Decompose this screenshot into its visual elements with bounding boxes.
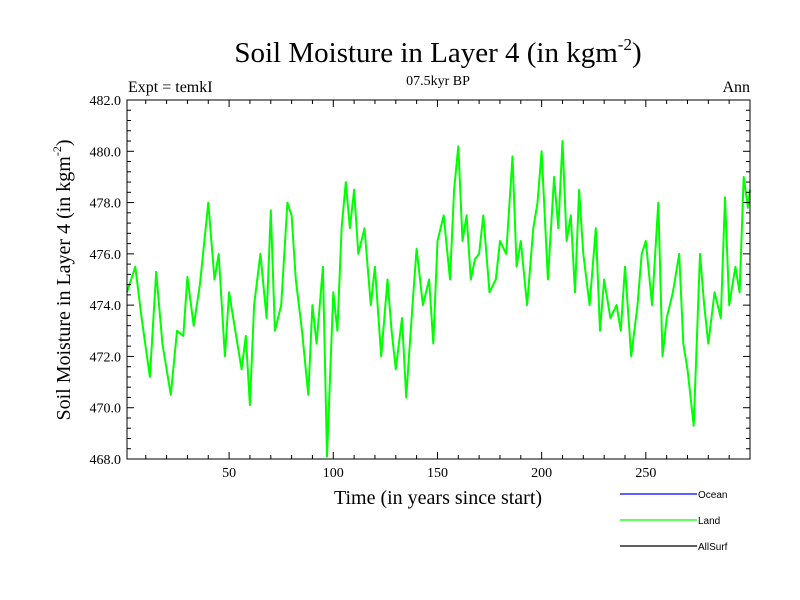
y-tick-label: 474.0 — [90, 299, 122, 314]
legend: Ocean Land AllSurf — [620, 490, 728, 553]
x-tick-label: 200 — [531, 466, 552, 481]
plot-area — [126, 99, 751, 460]
y-tick-label: 482.0 — [90, 94, 122, 109]
x-axis-label: Time (in years since start) — [334, 487, 542, 509]
y-tick-label: 478.0 — [90, 197, 122, 212]
legend-label-ocean: Ocean — [698, 490, 727, 501]
x-tick-label: 50 — [222, 466, 236, 481]
legend-label-land: Land — [698, 516, 720, 527]
x-tick-label: 100 — [323, 466, 344, 481]
legend-label-allsurf: AllSurf — [698, 542, 728, 553]
chart-title: Soil Moisture in Layer 4 (in kgm-2) — [234, 35, 641, 69]
y-axis: 468.0 470.0 472.0 474.0 476.0 478.0 480.0 482.0 — [90, 94, 750, 468]
x-axis: 50 100 150 200 250 — [145, 100, 730, 481]
series-line-land — [126, 140, 751, 458]
x-tick-label: 250 — [635, 466, 656, 481]
plot-frame — [126, 99, 751, 460]
season-label: Ann — [722, 79, 750, 96]
y-axis-label: Soil Moisture in Layer 4 (in kgm-2) — [50, 139, 75, 420]
experiment-label: Expt = temkI — [128, 79, 213, 96]
y-tick-label: 470.0 — [90, 402, 122, 417]
y-tick-label: 468.0 — [90, 453, 122, 468]
chart-subtitle: 07.5kyr BP — [406, 74, 470, 89]
x-tick-label: 150 — [427, 466, 448, 481]
y-tick-label: 476.0 — [90, 248, 122, 263]
y-tick-label: 472.0 — [90, 350, 122, 365]
y-tick-label: 480.0 — [90, 145, 122, 160]
